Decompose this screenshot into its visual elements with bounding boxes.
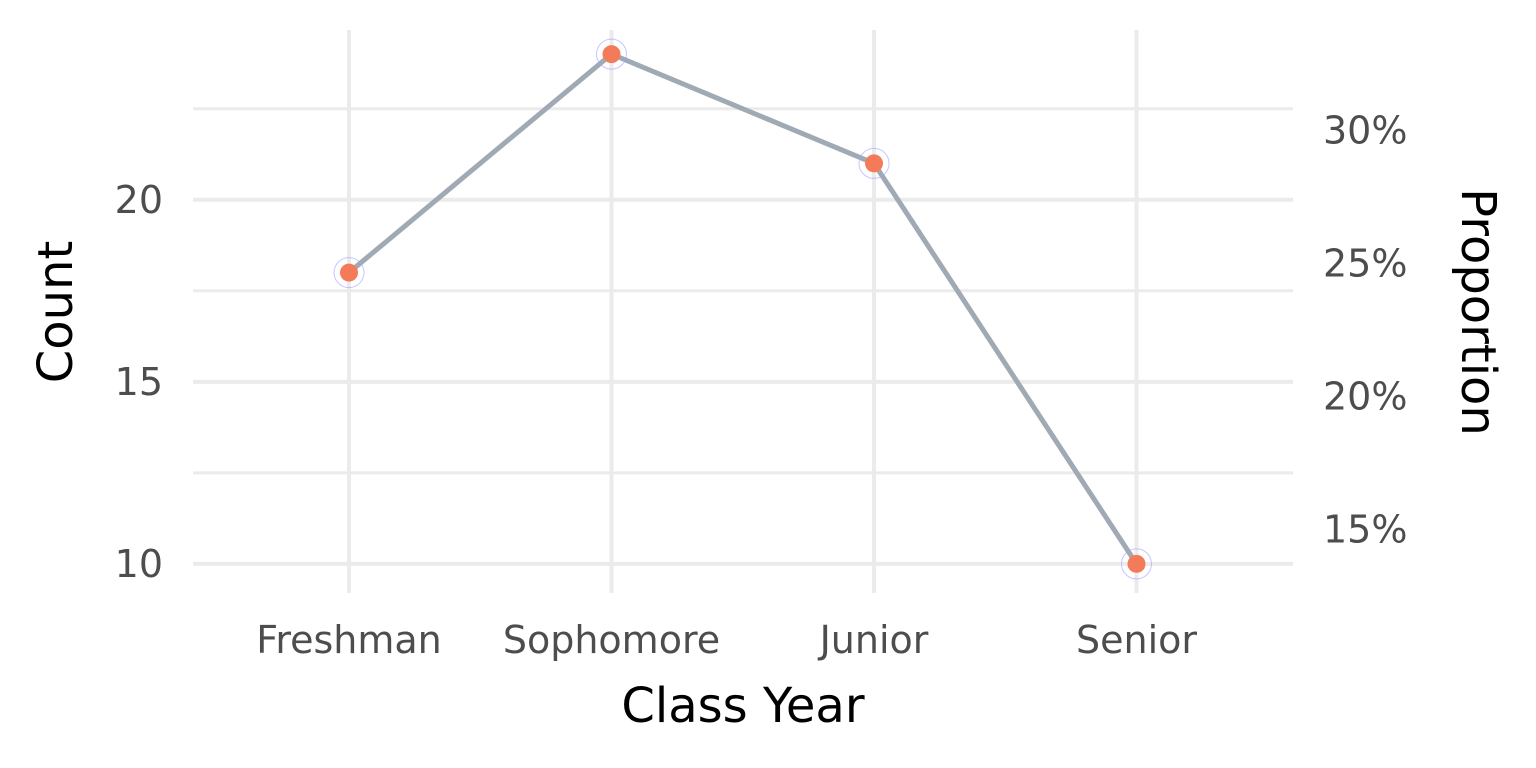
data-point-ring: [333, 257, 365, 289]
y-tick-label: 10: [115, 542, 163, 586]
x-tick-label: Senior: [1076, 618, 1197, 662]
y2-tick-label: 30%: [1323, 109, 1407, 153]
x-axis-ticks: Freshman Sophomore Junior Senior: [256, 618, 1197, 662]
data-point-marker: [865, 154, 883, 173]
data-point-junior: [858, 147, 890, 179]
y-tick-label: 15: [115, 360, 163, 404]
data-points: [333, 38, 1152, 580]
data-point-sophomore: [596, 38, 627, 70]
y-axis-right-ticks: 15% 20% 25% 30%: [1323, 109, 1407, 552]
data-point-freshman: [333, 257, 365, 289]
y-tick-label: 20: [115, 178, 163, 222]
data-point-ring: [858, 147, 890, 179]
series-line: [347, 51, 1139, 566]
y2-tick-label: 20%: [1323, 374, 1407, 418]
data-point-marker: [1127, 554, 1146, 573]
data-point-marker: [602, 45, 621, 64]
grid: [193, 30, 1293, 593]
data-point-ring: [596, 38, 627, 70]
y2-tick-label: 15%: [1323, 507, 1407, 551]
x-axis-title: Class Year: [621, 678, 864, 734]
x-tick-label: Freshman: [256, 618, 442, 662]
data-point-ring: [1121, 548, 1152, 580]
y-axis-secondary-title: Proportion: [1450, 188, 1506, 436]
series-line-layer: [347, 51, 1139, 566]
x-tick-label: Junior: [818, 618, 929, 662]
y-axis-left-ticks: 10 15 20: [115, 178, 163, 586]
x-tick-label: Sophomore: [503, 618, 720, 662]
y-axis-title: Count: [28, 241, 84, 384]
y2-tick-label: 25%: [1323, 241, 1407, 285]
data-point-senior: [1121, 548, 1152, 580]
data-point-marker: [340, 263, 358, 282]
